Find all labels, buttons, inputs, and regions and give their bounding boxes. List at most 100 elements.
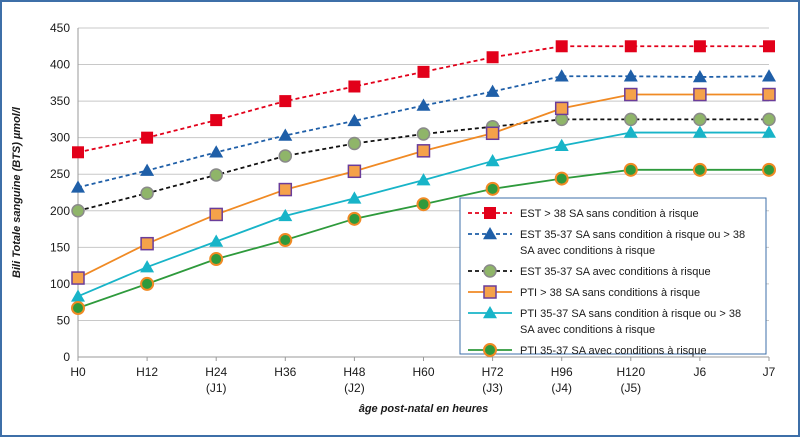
legend-entry: PTI 35-37 SA sans condition à risque ou …: [468, 306, 741, 336]
data-point: [692, 69, 707, 83]
legend-entry: PTI > 38 SA sans conditions à risque: [468, 285, 700, 299]
data-point: [278, 233, 293, 248]
data-point: [762, 125, 776, 138]
y-tick-label: 150: [50, 240, 70, 254]
data-point: [209, 168, 223, 182]
x-tick-label: H12: [136, 365, 158, 379]
y-tick-label: 200: [50, 204, 70, 218]
data-point: [693, 40, 706, 53]
legend-marker: [483, 285, 497, 299]
legend: EST > 38 SA sans condition à risque EST 3…: [459, 197, 767, 357]
data-point: [624, 112, 638, 127]
data-point: [71, 289, 85, 302]
data-point: [624, 40, 637, 53]
data-point: [485, 154, 500, 167]
data-point: [209, 145, 224, 158]
data-point: [416, 98, 431, 111]
data-point: [347, 211, 362, 226]
legend-entry: PTI 35-37 SA avec conditions à risque: [468, 343, 707, 357]
data-point: [140, 186, 154, 200]
data-point: [623, 69, 638, 82]
series-2: [71, 69, 776, 193]
legend-label: PTI 35-37 SA avec conditions à risque: [520, 345, 707, 357]
y-tick-label: 350: [50, 94, 70, 108]
data-point: [555, 40, 568, 53]
data-point: [71, 271, 85, 285]
data-point: [347, 191, 362, 204]
data-point: [416, 197, 431, 212]
series-5: [71, 125, 776, 302]
data-point: [71, 180, 85, 193]
data-point: [141, 131, 154, 144]
x-tick-label: H96: [551, 365, 573, 379]
data-point: [762, 112, 776, 127]
data-point: [623, 162, 638, 177]
data-point: [209, 207, 223, 222]
x-tick-label: H0: [70, 365, 86, 379]
legend-label: PTI 35-37 SA sans condition à risque ou …: [520, 308, 741, 320]
data-point: [554, 69, 569, 82]
x-tick-sublabel: (J4): [551, 381, 572, 395]
x-tick-label: H60: [412, 365, 434, 379]
y-tick-label: 50: [57, 313, 71, 327]
data-point: [486, 51, 499, 64]
series-6: [71, 162, 776, 316]
series-4: [71, 87, 776, 285]
legend-marker: [483, 264, 497, 278]
x-tick-label: H72: [482, 365, 504, 379]
data-point: [278, 149, 293, 163]
legend-box: [459, 197, 767, 355]
data-point: [71, 204, 85, 218]
data-point: [279, 95, 292, 108]
data-point: [278, 208, 293, 222]
y-axis-title: Bili Totale sanguine (BTS) µmol/l: [11, 106, 23, 278]
data-point: [140, 260, 155, 273]
data-point: [278, 182, 293, 197]
data-point: [348, 80, 361, 93]
data-point: [209, 234, 224, 247]
data-point: [72, 146, 84, 159]
y-tick-label: 100: [50, 277, 70, 291]
series-line: [77, 75, 770, 189]
data-point: [762, 162, 776, 177]
series-3: [71, 112, 776, 218]
legend-label: EST 35-37 SA avec conditions à risque: [520, 266, 711, 278]
data-point: [347, 164, 362, 179]
data-point: [692, 162, 707, 177]
legend-label: SA avec conditions à risque: [520, 324, 655, 336]
data-point: [485, 126, 500, 141]
data-point: [140, 236, 154, 251]
data-point: [347, 136, 362, 151]
data-point: [416, 127, 431, 141]
data-point: [623, 125, 638, 138]
x-tick-label: H48: [343, 365, 365, 379]
data-point: [416, 173, 431, 186]
x-axis-title: âge post-natal en heures: [359, 403, 489, 415]
legend-marker: [483, 227, 497, 240]
data-point: [416, 144, 431, 158]
data-point: [140, 163, 155, 176]
data-point: [347, 113, 362, 127]
legend-label: PTI > 38 SA sans conditions à risque: [520, 287, 700, 299]
x-tick-label: J7: [763, 365, 776, 379]
legend-entry: EST 35-37 SA sans condition à risque ou …: [468, 227, 745, 257]
data-point: [762, 87, 776, 102]
y-tick-label: 300: [50, 131, 70, 145]
legend-marker: [483, 343, 497, 357]
x-tick-sublabel: (J5): [620, 381, 641, 395]
legend-marker: [483, 306, 497, 319]
legend-marker: [484, 207, 496, 219]
x-tick-sublabel: (J3): [482, 381, 503, 395]
data-point: [624, 87, 638, 102]
y-tick-label: 450: [50, 21, 70, 35]
legend-label: EST > 38 SA sans condition à risque: [520, 208, 699, 220]
x-tick-label: H120: [616, 365, 645, 379]
data-point: [554, 171, 569, 186]
data-point: [693, 112, 707, 127]
legend-entry: EST > 38 SA sans condition à risque: [468, 207, 699, 220]
legend-entry: EST 35-37 SA avec conditions à risque: [468, 264, 711, 278]
x-tick-label: J6: [694, 365, 707, 379]
data-point: [554, 112, 569, 127]
